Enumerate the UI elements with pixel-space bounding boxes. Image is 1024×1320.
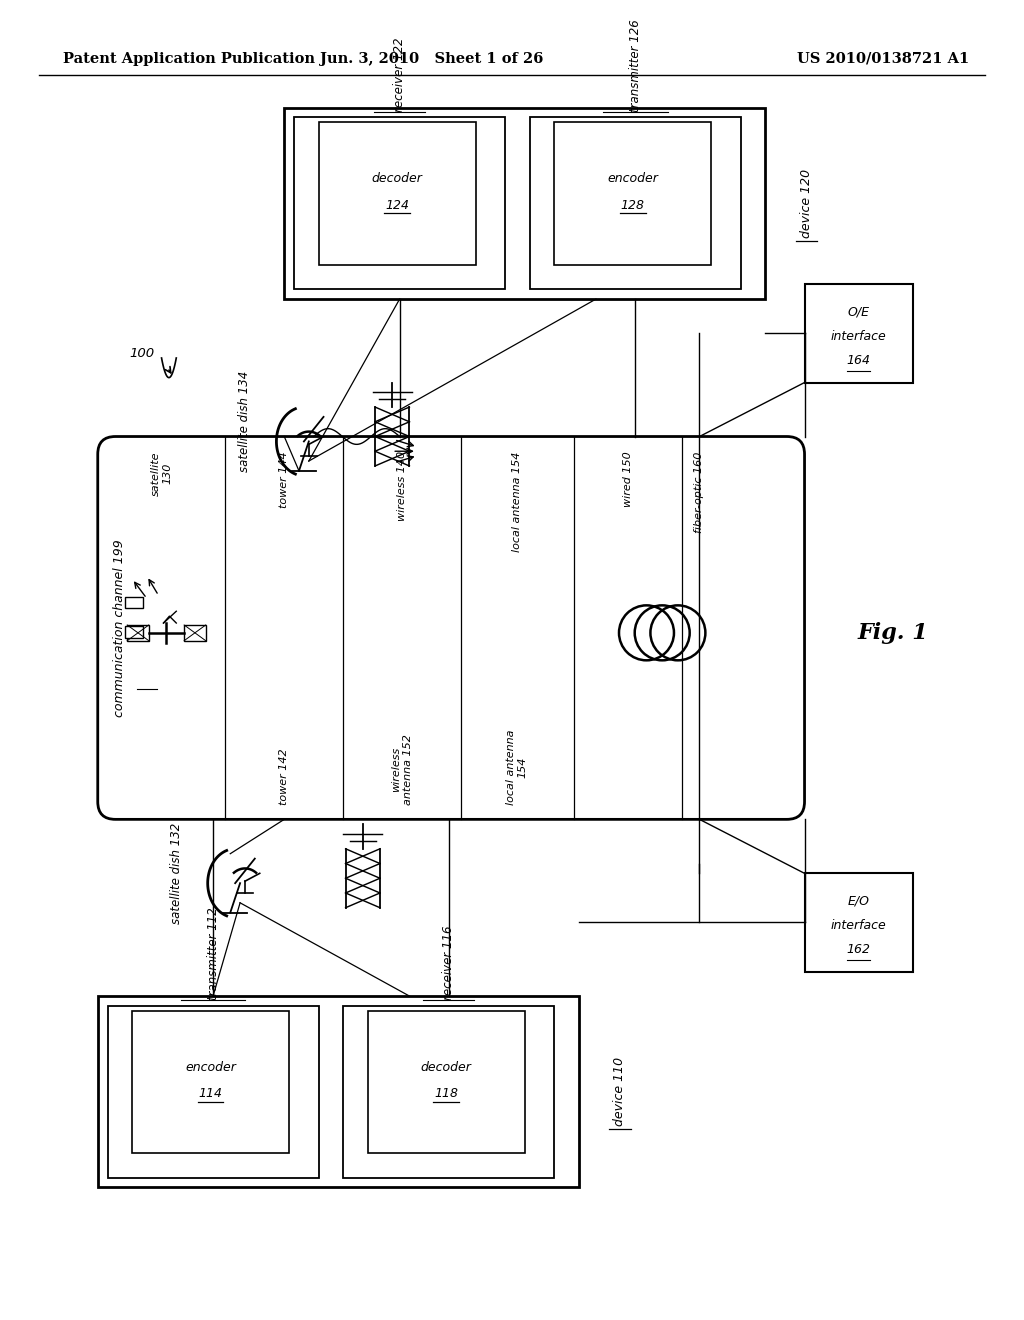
Text: 118: 118 xyxy=(434,1088,458,1101)
Text: 128: 128 xyxy=(621,199,645,211)
Bar xyxy=(529,117,740,289)
Text: interface: interface xyxy=(830,330,887,343)
Text: US 2010/0138721 A1: US 2010/0138721 A1 xyxy=(797,51,969,66)
Text: Fig. 1: Fig. 1 xyxy=(857,622,928,644)
Text: 100: 100 xyxy=(130,347,155,359)
Bar xyxy=(125,626,143,638)
Bar xyxy=(132,1011,289,1154)
Text: receiver 116: receiver 116 xyxy=(442,925,456,1001)
Bar xyxy=(294,117,505,289)
Text: interface: interface xyxy=(830,919,887,932)
Bar xyxy=(125,597,143,609)
Text: transmitter 112: transmitter 112 xyxy=(207,907,219,1001)
Text: device 110: device 110 xyxy=(613,1057,627,1126)
Text: tower 144: tower 144 xyxy=(280,451,289,508)
Text: satellite dish 132: satellite dish 132 xyxy=(170,822,182,924)
Bar xyxy=(127,624,148,640)
Bar xyxy=(805,874,912,972)
Text: 124: 124 xyxy=(385,199,410,211)
Text: O/E: O/E xyxy=(848,305,869,318)
Text: decoder: decoder xyxy=(421,1061,472,1073)
Text: 162: 162 xyxy=(847,944,870,957)
Text: satellite dish 134: satellite dish 134 xyxy=(239,371,252,473)
Text: 164: 164 xyxy=(847,355,870,367)
Text: 114: 114 xyxy=(199,1088,222,1101)
Text: wireless
antenna 152: wireless antenna 152 xyxy=(391,734,413,805)
Text: fiber-optic 160: fiber-optic 160 xyxy=(694,451,705,532)
Text: local antenna 154: local antenna 154 xyxy=(512,451,522,552)
Text: wireless 140: wireless 140 xyxy=(397,451,408,521)
Text: encoder: encoder xyxy=(607,173,658,185)
Bar xyxy=(343,1006,554,1177)
Bar xyxy=(97,997,579,1188)
Text: tower 142: tower 142 xyxy=(280,748,289,805)
Text: device 120: device 120 xyxy=(800,169,813,238)
Bar xyxy=(805,284,912,383)
Text: Jun. 3, 2010   Sheet 1 of 26: Jun. 3, 2010 Sheet 1 of 26 xyxy=(319,51,543,66)
Bar xyxy=(285,108,765,300)
Bar xyxy=(184,624,206,640)
Text: decoder: decoder xyxy=(372,173,423,185)
Text: communication channel 199: communication channel 199 xyxy=(113,539,126,717)
Text: encoder: encoder xyxy=(185,1061,237,1073)
Text: local antenna
154: local antenna 154 xyxy=(506,729,527,805)
Text: Patent Application Publication: Patent Application Publication xyxy=(63,51,315,66)
Bar xyxy=(368,1011,524,1154)
Text: satellite
130: satellite 130 xyxy=(151,451,172,496)
Text: receiver 122: receiver 122 xyxy=(393,37,407,112)
FancyBboxPatch shape xyxy=(97,437,805,820)
Bar xyxy=(108,1006,318,1177)
Bar xyxy=(318,123,476,265)
Text: wired 150: wired 150 xyxy=(623,451,633,507)
Text: transmitter 126: transmitter 126 xyxy=(629,18,642,112)
Text: E/O: E/O xyxy=(848,895,869,907)
Bar xyxy=(554,123,712,265)
